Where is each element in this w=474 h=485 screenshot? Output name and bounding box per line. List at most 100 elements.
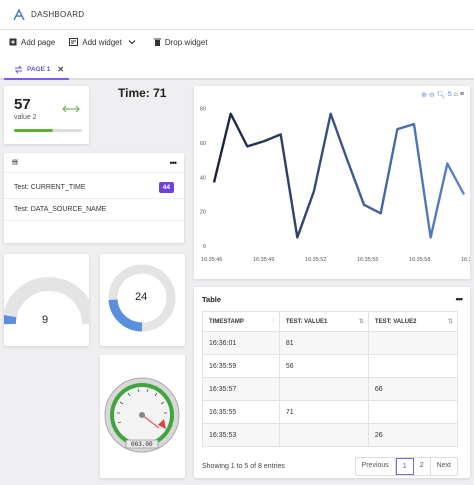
search-icon[interactable]: 🔍︎ [436, 92, 446, 99]
kpi-card: 57 value 2 [4, 86, 89, 144]
y-tick-label: 0 [203, 244, 206, 250]
page-2-button[interactable]: 2 [414, 457, 431, 475]
table-row: 16:35:53 26 [202, 423, 459, 447]
table-cell [278, 377, 369, 401]
add-page-label: Add page [21, 37, 56, 47]
donut-gauge [108, 264, 176, 332]
x-tick-label: 16:35:46 [201, 257, 222, 263]
column-header-value2[interactable]: TEST: VALUE2 ⇅ [367, 311, 459, 332]
page-1-button[interactable]: 1 [395, 457, 414, 475]
table-footer: Showing 1 to 5 of 8 entries Previous 1 2… [202, 456, 458, 476]
column-header-value1[interactable]: TEST: VALUE1 ⇅ [278, 311, 369, 332]
column-header-timestamp[interactable]: TIMESTAMP ↕ [202, 311, 280, 332]
top-bar: DASHBOARD [0, 0, 474, 30]
add-page-icon [9, 38, 17, 46]
add-page-button[interactable]: Add page [9, 38, 55, 47]
donut-value: 24 [135, 291, 148, 303]
tab-label: PAGE 1 [27, 65, 51, 73]
table-cell: 16:35:57 [202, 377, 280, 401]
table-cell: 81 [278, 331, 369, 355]
text-list-title: fff [12, 158, 18, 167]
time-label: Time: 71 [118, 86, 167, 100]
table-info: Showing 1 to 5 of 8 entries [202, 462, 285, 470]
drop-widget-button[interactable]: Drop widget [153, 37, 208, 47]
table-row: 16:35:55 71 [202, 400, 459, 424]
kpi-progress-fill [14, 129, 53, 132]
y-tick-label: 20 [200, 210, 206, 216]
x-tick-label: 16:35:58 [409, 257, 430, 263]
add-widget-label: Add widget [82, 37, 122, 47]
kpi-value: 57 [14, 96, 31, 113]
app-title: DASHBOARD [31, 10, 85, 19]
table-cell: 66 [367, 377, 459, 401]
pagination: Previous 1 2 Next [354, 456, 458, 476]
expand-arrows-icon [62, 105, 80, 113]
table-cell [367, 331, 459, 355]
table-widget: Table ••• TIMESTAMP ↕ TEST: VALUE1 ⇅ TEST:… [194, 287, 470, 478]
add-widget-icon [69, 38, 79, 46]
table-cell: 26 [367, 423, 459, 447]
next-page-button[interactable]: Next [436, 461, 451, 469]
table-title: Table [202, 294, 222, 304]
hand-icon[interactable]: ✋︎ [447, 91, 452, 98]
kpi-label: value 2 [14, 114, 37, 121]
speedometer-widget: 063.00 [100, 355, 185, 478]
table-row: 16:36:01 81 [202, 331, 459, 355]
table-row: 16:35:59 56 [202, 354, 459, 378]
table-cell: 16:35:53 [202, 423, 280, 447]
gauge-widget-left: 9 [1, 254, 96, 346]
x-tick-label: 16:35:55 [357, 257, 378, 263]
swap-icon [14, 65, 23, 73]
donut-gauge-widget: 24 [100, 254, 185, 346]
drop-widget-label: Drop widget [164, 37, 208, 47]
speedometer-readout: 063.00 [131, 441, 153, 448]
series-line [212, 112, 466, 239]
line-chart: 0 20 40 60 80 16:35:46 16:35:49 16:35:52 16:35:5… [200, 107, 470, 263]
close-icon[interactable]: ✕ [57, 64, 65, 74]
x-tick-label: 16:35:52 [305, 257, 326, 263]
semicircle-gauge [1, 277, 96, 325]
zoom-in-icon[interactable]: ⊕ [421, 92, 427, 99]
table-row: 16:35:57 66 [202, 377, 459, 401]
table-cell: 16:35:55 [202, 400, 280, 424]
table-cell: 71 [278, 400, 369, 424]
kpi-progress-bar [14, 129, 82, 132]
add-widget-button[interactable]: Add widget [69, 38, 140, 47]
list-item: Test: DATA_SOURCE_NAME [4, 199, 184, 221]
table-cell: 56 [278, 354, 369, 378]
data-table: TIMESTAMP ↕ TEST: VALUE1 ⇅ TEST: VALUE2 ⇅ 1… [202, 311, 459, 447]
list-item-label: Test: CURRENT_TIME [14, 184, 86, 191]
chart-toolbar: ⊕ ⊖ 🔍︎ ✋︎ ⌂ ≡ [421, 91, 464, 99]
table-cell [278, 423, 369, 447]
y-tick-label: 60 [200, 141, 206, 147]
zoom-out-icon[interactable]: ⊖ [428, 92, 435, 99]
previous-page-button[interactable]: Previous [356, 457, 396, 475]
table-cell [367, 354, 459, 378]
trash-icon [153, 38, 161, 46]
dashboard-logo-icon [13, 7, 25, 20]
more-options-icon[interactable]: ••• [169, 157, 178, 168]
table-cell [367, 400, 459, 424]
x-tick-label: 16:36: [461, 257, 470, 263]
text-list-widget: fff ••• Test: CURRENT_TIME 44 Test: DATA… [4, 153, 184, 243]
chevron-down-icon[interactable] [128, 38, 136, 46]
list-item: Test: CURRENT_TIME 44 [4, 177, 184, 199]
speedometer-gauge [104, 377, 180, 453]
sort-icon: ↕ [271, 318, 275, 324]
toolbar: Add page Add widget Drop widget [0, 30, 474, 54]
table-cell: 16:35:59 [202, 354, 280, 378]
tab-page-1[interactable]: PAGE 1 ✕ [4, 60, 69, 80]
sort-icon: ⇅ [447, 319, 453, 325]
line-chart-widget: ⊕ ⊖ 🔍︎ ✋︎ ⌂ ≡ 0 20 40 60 80 16:35:46 16:35:49 1… [194, 86, 470, 279]
y-tick-label: 40 [200, 175, 206, 181]
status-badge: 44 [158, 182, 174, 193]
list-item-label: Test: DATA_SOURCE_NAME [14, 206, 107, 213]
y-tick-label: 80 [200, 107, 206, 113]
table-cell: 16:36:01 [202, 331, 280, 355]
gauge-value: 9 [42, 314, 49, 326]
more-options-icon[interactable]: ••• [455, 294, 464, 304]
tab-bar: PAGE 1 ✕ [0, 54, 474, 80]
menu-icon[interactable]: ≡ [459, 91, 464, 98]
sort-icon: ⇅ [358, 319, 364, 325]
home-icon[interactable]: ⌂ [453, 91, 458, 98]
